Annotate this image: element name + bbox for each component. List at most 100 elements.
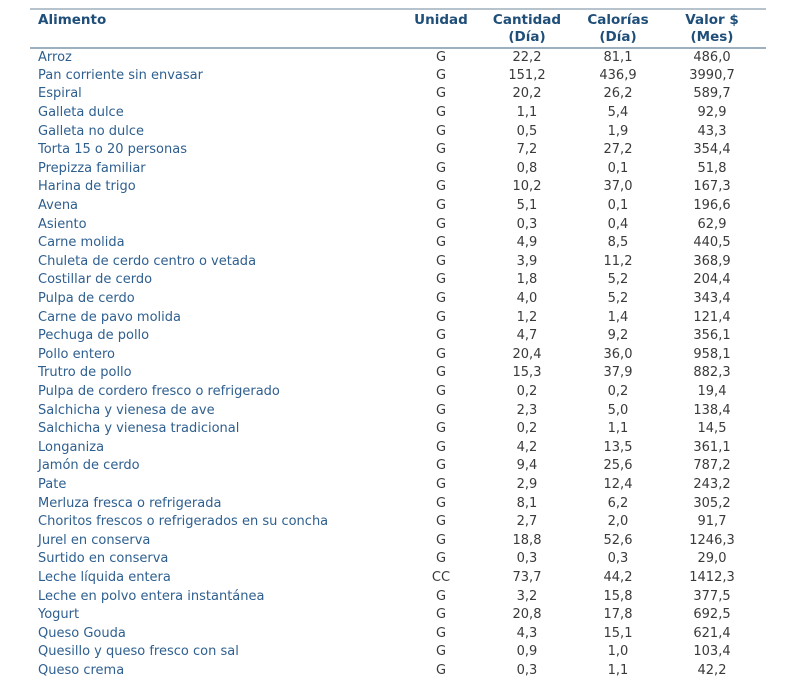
cell-alimento: Carne molida [38, 235, 125, 251]
cell-calorias: 44,2 [603, 569, 633, 585]
cell-calorias: 0,2 [607, 383, 629, 399]
cell-cantidad: 0,8 [516, 160, 538, 176]
cell-calorias: 81,1 [603, 49, 633, 65]
table-row: Avena G 5,1 0,1 196,6 [30, 197, 766, 216]
cell-cantidad: 0,3 [516, 216, 538, 232]
cell-unidad: G [435, 179, 447, 195]
cell-alimento: Pollo entero [38, 346, 115, 362]
cell-valor: 377,5 [693, 588, 731, 604]
cell-cantidad: 1,8 [516, 272, 538, 288]
table-row: Harina de trigo G 10,2 37,0 167,3 [30, 178, 766, 197]
cell-alimento: Pulpa de cerdo [38, 291, 135, 307]
cell-valor: 787,2 [693, 458, 731, 474]
cell-alimento: Arroz [38, 49, 72, 65]
cell-unidad: G [435, 86, 447, 102]
cell-cantidad: 2,9 [516, 476, 538, 492]
cell-valor: 103,4 [693, 644, 731, 660]
cell-valor: 14,5 [697, 421, 727, 437]
cell-cantidad: 10,2 [512, 179, 542, 195]
cell-unidad: G [435, 644, 447, 660]
cell-valor: 1412,3 [689, 569, 735, 585]
cell-cantidad: 3,2 [516, 588, 538, 604]
cell-valor: 368,9 [693, 253, 731, 269]
cell-cantidad: 0,5 [516, 123, 538, 139]
cell-valor: 361,1 [693, 439, 731, 455]
table-row: Pulpa de cordero fresco o refrigerado G 0,… [30, 383, 766, 402]
cell-cantidad: 0,2 [516, 383, 538, 399]
cell-alimento: Pan corriente sin envasar [38, 67, 203, 83]
cell-valor: 42,2 [697, 662, 727, 678]
cell-cantidad: 0,2 [516, 421, 538, 437]
cell-unidad: G [435, 662, 447, 678]
cell-unidad: G [435, 421, 447, 437]
table-row: Salchicha y vienesa tradicional G 0,2 1,1 14… [30, 420, 766, 439]
cell-valor: 92,9 [697, 105, 727, 121]
cell-alimento: Carne de pavo molida [38, 309, 181, 325]
cell-alimento: Leche en polvo entera instantánea [38, 588, 265, 604]
cell-alimento: Espiral [38, 86, 82, 102]
cell-alimento: Pechuga de pollo [38, 328, 150, 344]
column-header-calorias-label: Calorías [587, 12, 649, 28]
food-nutrition-table-wrap: Alimento Unidad Cantidad (Día) Calorías … [30, 8, 766, 680]
cell-valor: 19,4 [697, 383, 727, 399]
table-row: Yogurt G 20,8 17,8 692,5 [30, 606, 766, 625]
cell-valor: 692,5 [693, 607, 731, 623]
cell-valor: 305,2 [693, 495, 731, 511]
cell-calorias: 1,0 [607, 644, 629, 660]
table-row: Prepizza familiar G 0,8 0,1 51,8 [30, 160, 766, 179]
cell-unidad: G [435, 328, 447, 344]
cell-cantidad: 5,1 [516, 198, 538, 214]
table-row: Queso Gouda G 4,3 15,1 621,4 [30, 624, 766, 643]
cell-calorias: 15,8 [603, 588, 633, 604]
cell-calorias: 36,0 [603, 346, 633, 362]
cell-valor: 621,4 [693, 625, 731, 641]
table-row: Galleta no dulce G 0,5 1,9 43,3 [30, 122, 766, 141]
table-row: Leche en polvo entera instantánea G 3,2 15,… [30, 587, 766, 606]
cell-valor: 958,1 [693, 346, 731, 362]
cell-calorias: 9,2 [607, 328, 629, 344]
cell-unidad: G [435, 365, 447, 381]
cell-calorias: 0,1 [607, 160, 629, 176]
cell-calorias: 52,6 [603, 532, 633, 548]
cell-unidad: G [435, 198, 447, 214]
cell-calorias: 0,3 [607, 551, 629, 567]
cell-cantidad: 4,3 [516, 625, 538, 641]
cell-cantidad: 20,8 [512, 607, 542, 623]
cell-cantidad: 73,7 [512, 569, 542, 585]
table-body: Arroz G 22,2 81,1 486,0 Pan corriente sin env… [30, 48, 766, 680]
cell-valor: 29,0 [697, 551, 727, 567]
column-header-unidad: Unidad [406, 8, 476, 49]
cell-cantidad: 151,2 [508, 67, 546, 83]
table-row: Jurel en conserva G 18,8 52,6 1246,3 [30, 531, 766, 550]
cell-unidad: G [435, 216, 447, 232]
cell-unidad: G [435, 607, 447, 623]
cell-unidad: CC [431, 569, 451, 585]
cell-unidad: G [435, 439, 447, 455]
cell-alimento: Pulpa de cordero fresco o refrigerado [38, 383, 280, 399]
cell-cantidad: 1,2 [516, 309, 538, 325]
cell-valor: 486,0 [693, 49, 731, 65]
column-header-cantidad: Cantidad (Día) [476, 8, 578, 49]
cell-unidad: G [435, 514, 447, 530]
cell-cantidad: 0,3 [516, 551, 538, 567]
cell-alimento: Queso Gouda [38, 625, 126, 641]
cell-alimento: Queso crema [38, 662, 125, 678]
cell-alimento: Quesillo y queso fresco con sal [38, 644, 239, 660]
column-header-valor-sublabel: (Mes) [690, 29, 734, 45]
column-header-cantidad-sublabel: (Día) [508, 29, 546, 45]
cell-unidad: G [435, 309, 447, 325]
cell-alimento: Avena [38, 198, 79, 214]
cell-cantidad: 0,9 [516, 644, 538, 660]
column-header-alimento: Alimento [30, 8, 406, 49]
cell-valor: 138,4 [693, 402, 731, 418]
table-row: Surtido en conserva G 0,3 0,3 29,0 [30, 550, 766, 569]
table-row: Longaniza G 4,2 13,5 361,1 [30, 438, 766, 457]
cell-cantidad: 4,2 [516, 439, 538, 455]
cell-valor: 196,6 [693, 198, 731, 214]
cell-cantidad: 9,4 [516, 458, 538, 474]
cell-calorias: 1,1 [607, 662, 629, 678]
cell-cantidad: 1,1 [516, 105, 538, 121]
cell-cantidad: 4,7 [516, 328, 538, 344]
cell-calorias: 26,2 [603, 86, 633, 102]
cell-valor: 1246,3 [689, 532, 735, 548]
